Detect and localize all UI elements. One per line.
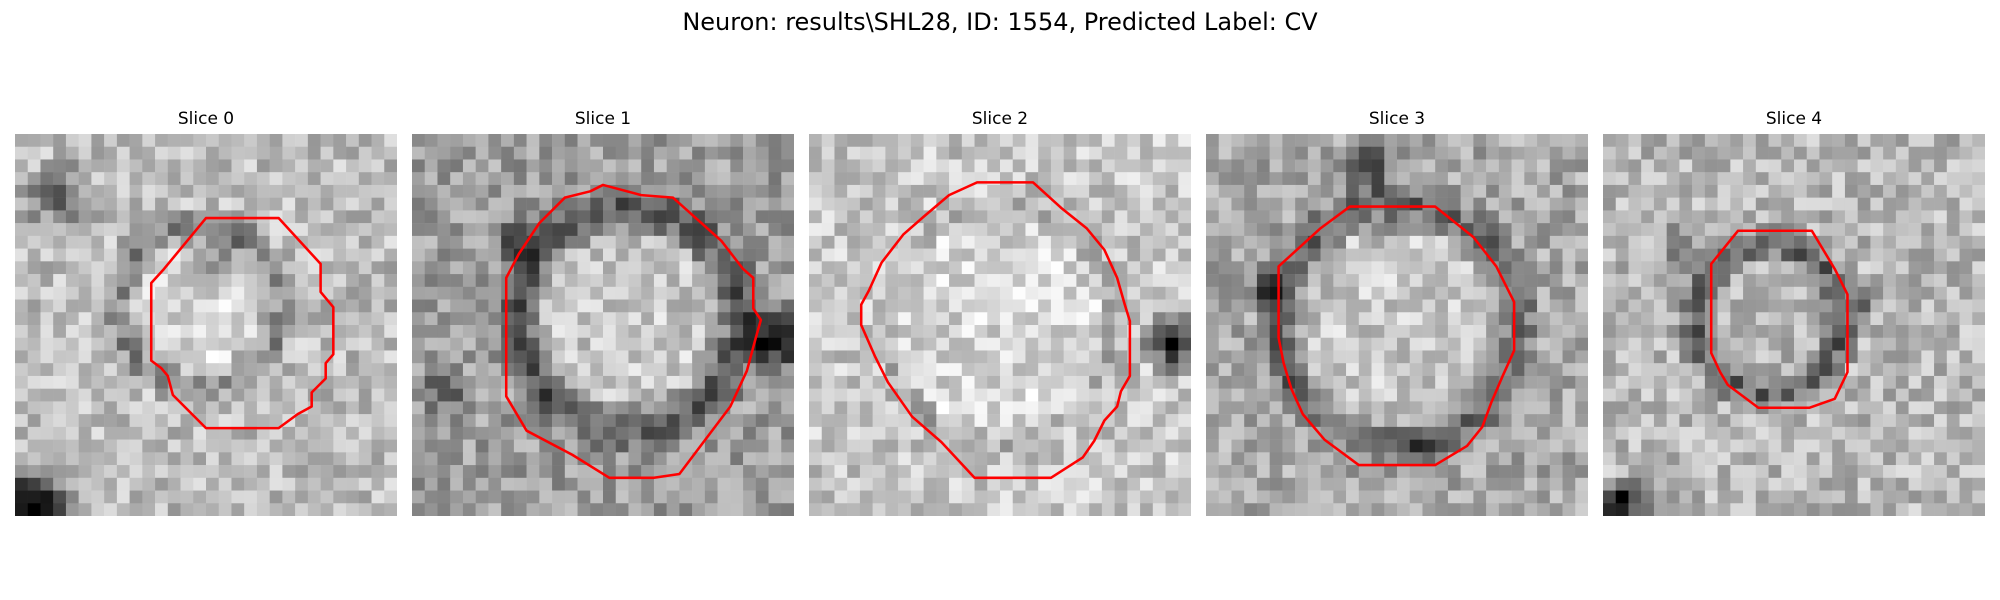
roi-contour [149,216,335,430]
roi-contour [1277,205,1516,467]
pixel-grid [809,134,1191,516]
slice-image-2 [809,134,1191,516]
roi-contour [504,183,763,480]
slice-title-4: Slice 4 [1765,109,1823,129]
roi-contour [1709,229,1849,410]
pixel-grid [412,134,794,516]
slice-title-2: Slice 2 [971,109,1029,129]
slice-title-0: Slice 0 [177,109,235,129]
slice-panel-4: Slice 4 [1603,108,1985,516]
slice-panel-0: Slice 0 [15,108,397,516]
pixel-grid [15,134,397,516]
pixel-grid [1603,134,1985,516]
slice-image-4 [1603,134,1985,516]
slice-title-1: Slice 1 [574,109,632,129]
slice-image-3 [1206,134,1588,516]
slice-title-3: Slice 3 [1368,109,1426,129]
roi-contour [859,181,1132,480]
figure-title: Neuron: results\SHL28, ID: 1554, Predict… [682,8,1318,36]
slice-panel-1: Slice 1 [412,108,794,516]
slice-image-1 [412,134,794,516]
pixel-grid [1206,134,1588,516]
slice-panel-3: Slice 3 [1206,108,1588,516]
slice-image-0 [15,134,397,516]
slice-panel-2: Slice 2 [809,108,1191,516]
